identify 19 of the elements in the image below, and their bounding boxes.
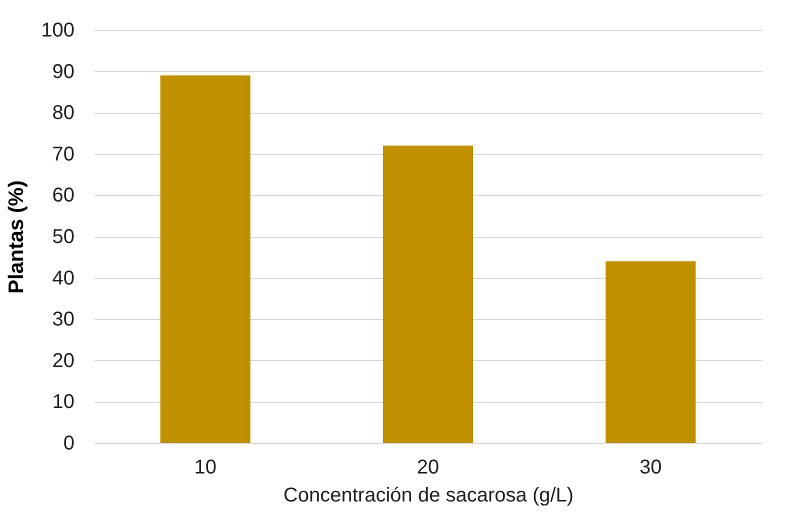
y-tick-label: 0 — [63, 432, 74, 454]
bar — [160, 75, 250, 443]
y-tick-label: 70 — [52, 143, 74, 166]
y-tick-label: 20 — [52, 350, 74, 372]
y-axis-title: Plantas (%) — [5, 180, 28, 294]
x-tick-label: 10 — [194, 456, 216, 478]
y-tick-label: 60 — [52, 184, 74, 207]
x-axis-title: Concentración de sacarosa (g/L) — [283, 484, 574, 506]
y-tick-label: 30 — [52, 308, 74, 331]
bar — [606, 261, 696, 443]
y-tick-label: 100 — [41, 20, 74, 42]
y-tick-label: 10 — [52, 391, 74, 414]
y-tick-label: 80 — [52, 102, 74, 124]
y-tick-label: 90 — [52, 60, 74, 83]
bar — [383, 146, 473, 443]
y-tick-label: 50 — [52, 226, 74, 248]
x-tick-label: 30 — [640, 456, 662, 478]
x-tick-label: 20 — [416, 456, 440, 478]
y-tick-label: 40 — [52, 267, 74, 290]
